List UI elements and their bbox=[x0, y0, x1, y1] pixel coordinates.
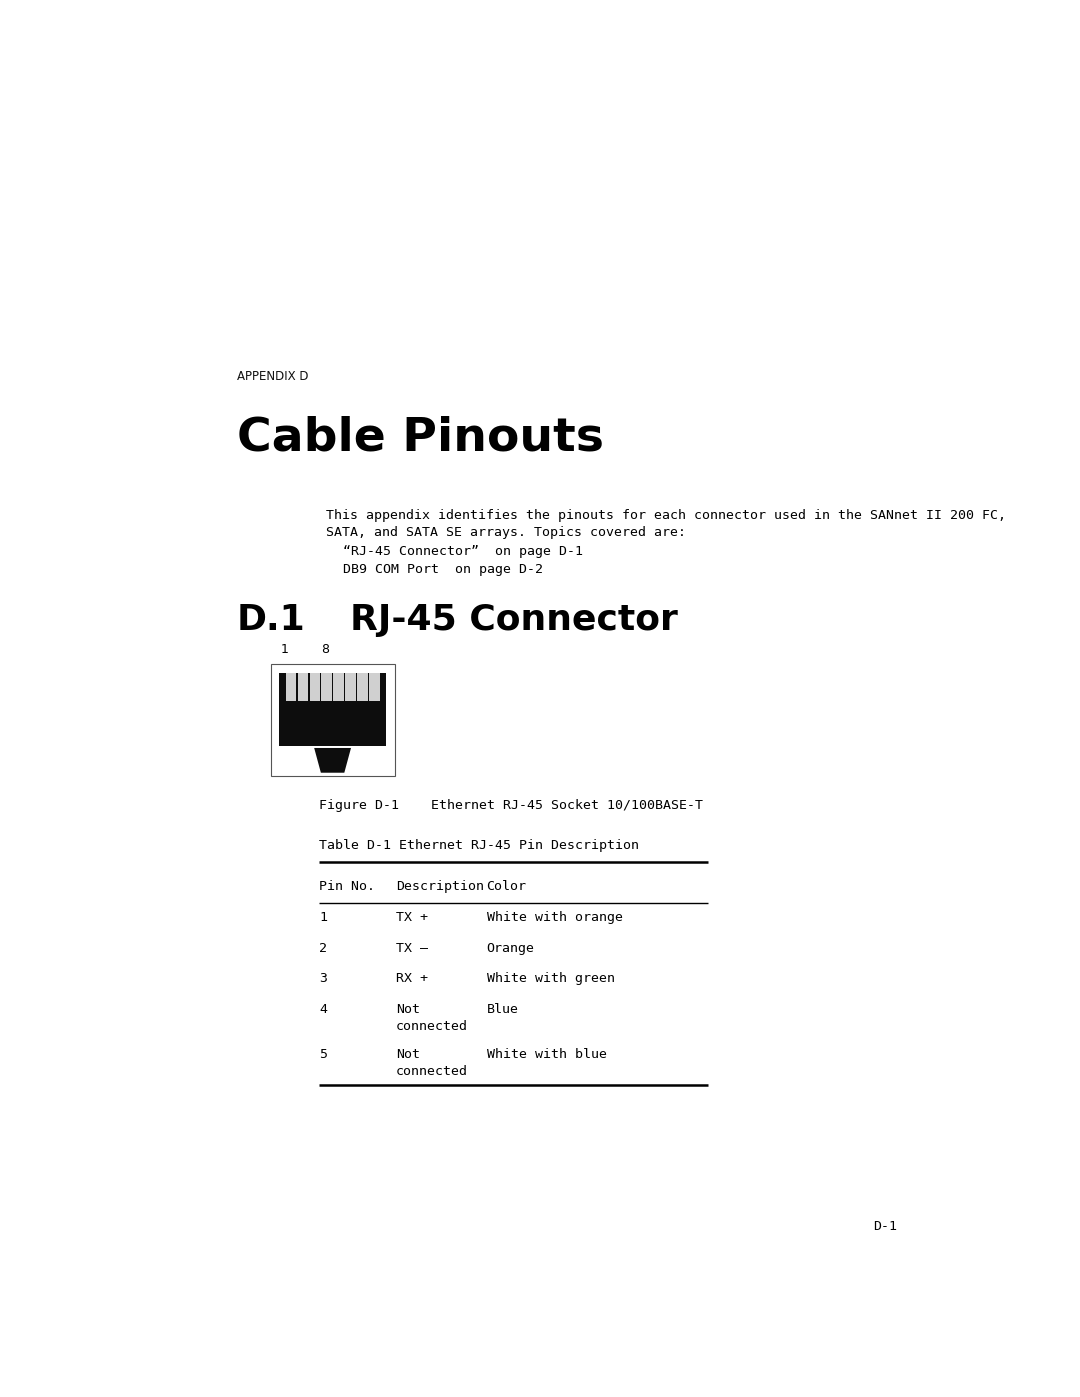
Text: 1: 1 bbox=[281, 643, 288, 655]
Text: Table D-1 Ethernet RJ-45 Pin Description: Table D-1 Ethernet RJ-45 Pin Description bbox=[320, 840, 639, 852]
Text: White with green: White with green bbox=[486, 972, 615, 985]
Text: Not
connected: Not connected bbox=[396, 1048, 468, 1078]
Text: RJ-45 Connector: RJ-45 Connector bbox=[350, 604, 678, 637]
Text: White with blue: White with blue bbox=[486, 1048, 607, 1060]
Bar bbox=[346, 673, 355, 701]
Text: This appendix identifies the pinouts for each connector used in the SANnet II 20: This appendix identifies the pinouts for… bbox=[326, 509, 1005, 521]
Text: 5: 5 bbox=[320, 1048, 327, 1060]
Bar bbox=[334, 673, 343, 701]
Text: 8: 8 bbox=[321, 643, 328, 655]
Text: RX +: RX + bbox=[396, 972, 428, 985]
Bar bbox=[298, 673, 308, 701]
Text: 2: 2 bbox=[320, 942, 327, 954]
Text: APPENDIX D: APPENDIX D bbox=[238, 370, 309, 383]
Text: TX +: TX + bbox=[396, 911, 428, 923]
Bar bbox=[285, 673, 296, 701]
Text: D-1: D-1 bbox=[873, 1220, 896, 1232]
Text: Figure D-1    Ethernet RJ-45 Socket 10/100BASE-T: Figure D-1 Ethernet RJ-45 Socket 10/100B… bbox=[320, 799, 703, 812]
Text: Not
connected: Not connected bbox=[396, 1003, 468, 1034]
Text: Description: Description bbox=[396, 880, 484, 894]
Text: 4: 4 bbox=[320, 1003, 327, 1016]
Text: Color: Color bbox=[486, 880, 527, 894]
Bar bbox=[279, 701, 387, 705]
Text: White with orange: White with orange bbox=[486, 911, 622, 923]
Polygon shape bbox=[314, 747, 351, 773]
Bar bbox=[322, 673, 332, 701]
Text: 1: 1 bbox=[320, 911, 327, 923]
Text: TX –: TX – bbox=[396, 942, 428, 954]
Text: Blue: Blue bbox=[486, 1003, 518, 1016]
Text: Cable Pinouts: Cable Pinouts bbox=[238, 415, 604, 460]
Bar bbox=[279, 673, 387, 746]
Bar bbox=[271, 665, 394, 775]
Text: D.1: D.1 bbox=[238, 604, 306, 637]
Text: Pin No.: Pin No. bbox=[320, 880, 375, 894]
Text: “RJ-45 Connector”  on page D-1: “RJ-45 Connector” on page D-1 bbox=[342, 545, 582, 559]
Bar bbox=[369, 673, 379, 701]
Text: DB9 COM Port  on page D-2: DB9 COM Port on page D-2 bbox=[342, 563, 542, 577]
Bar bbox=[310, 673, 320, 701]
Text: SATA, and SATA SE arrays. Topics covered are:: SATA, and SATA SE arrays. Topics covered… bbox=[326, 525, 686, 539]
Bar bbox=[357, 673, 367, 701]
Text: Orange: Orange bbox=[486, 942, 535, 954]
Text: 3: 3 bbox=[320, 972, 327, 985]
